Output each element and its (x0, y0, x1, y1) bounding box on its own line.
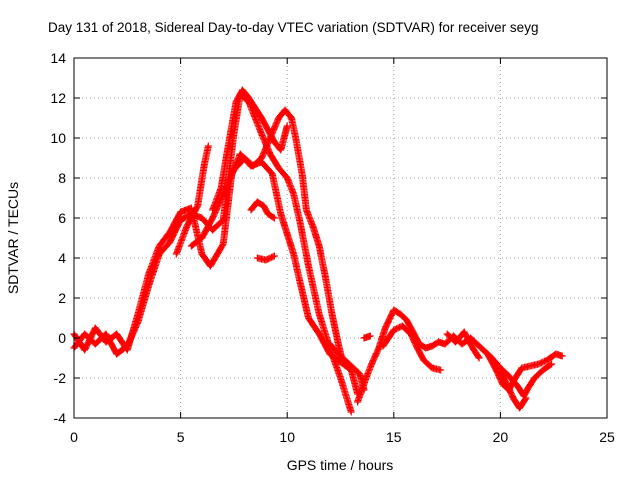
x-tick-label: 10 (279, 429, 295, 445)
series-track-5 (209, 86, 291, 214)
series-track-10 (379, 322, 445, 374)
series-track-9 (354, 306, 566, 406)
series-track-13 (479, 346, 556, 400)
point-markers (379, 322, 445, 374)
y-tick-label: 14 (50, 50, 66, 66)
x-tick-label: 15 (386, 429, 402, 445)
plot-frame (73, 57, 608, 419)
series-track-1 (70, 90, 355, 416)
x-tick-label: 5 (177, 429, 185, 445)
series-track-2 (70, 150, 362, 398)
point-markers (247, 198, 278, 222)
y-axis-label: SDTVAR / TECUs (5, 182, 21, 294)
y-tick-label: 6 (58, 210, 66, 226)
series-track-7 (253, 252, 278, 264)
point-markers (70, 90, 355, 416)
x-tick-label: 25 (599, 429, 615, 445)
y-tick-label: 2 (58, 290, 66, 306)
x-tick-label: 0 (70, 429, 78, 445)
series-track-14 (496, 368, 530, 412)
y-tick-label: 0 (58, 330, 66, 346)
point-markers (360, 332, 374, 342)
series-track-4 (187, 106, 347, 366)
x-axis-ticks: 0 5 10 15 20 25 (70, 58, 615, 445)
series-track-3 (172, 142, 212, 258)
data-points (70, 86, 566, 416)
x-tick-label: 20 (493, 429, 509, 445)
point-markers (187, 106, 347, 366)
y-tick-label: 10 (50, 130, 66, 146)
point-markers (253, 252, 278, 264)
point-markers (496, 368, 530, 412)
x-axis-label: GPS time / hours (287, 457, 394, 473)
point-markers (479, 346, 556, 400)
y-tick-label: 8 (58, 170, 66, 186)
series-track-11 (443, 328, 483, 362)
point-markers (209, 86, 291, 214)
point-markers (354, 306, 566, 406)
y-axis-ticks: -4 -2 0 2 4 6 8 10 12 14 (50, 50, 607, 426)
y-tick-label: -2 (54, 370, 67, 386)
y-tick-label: -4 (54, 410, 67, 426)
y-tick-label: 12 (50, 90, 66, 106)
y-tick-label: 4 (58, 250, 66, 266)
series-track-6 (247, 198, 278, 222)
chart-title: Day 131 of 2018, Sidereal Day-to-day VTE… (48, 20, 538, 35)
point-markers (443, 328, 483, 362)
point-markers (70, 150, 362, 398)
point-markers (172, 142, 212, 258)
series-track-12 (360, 332, 374, 342)
